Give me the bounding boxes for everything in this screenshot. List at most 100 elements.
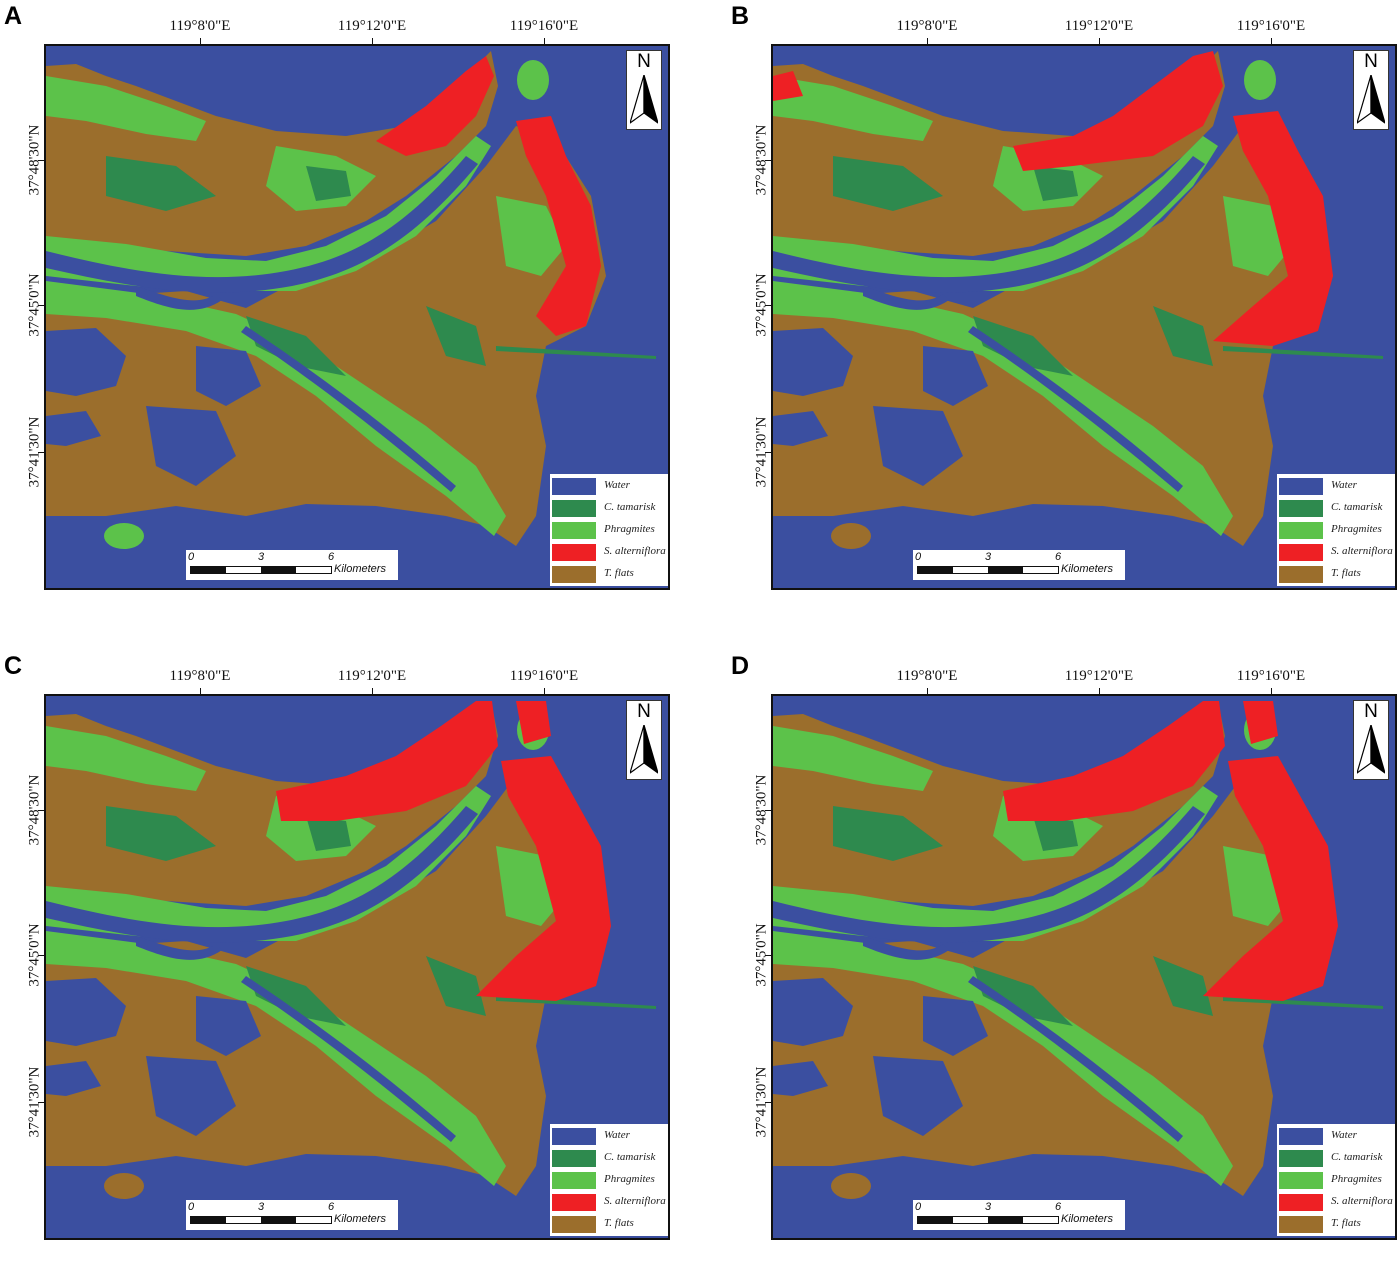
legend-label: T. flats: [1331, 567, 1361, 579]
longitude-label-3: 119°16'0"E: [509, 18, 579, 34]
legend-swatch: [1279, 1128, 1323, 1145]
longitude-label-1: 119°8'0"E: [896, 18, 958, 34]
scale-unit: Kilometers: [334, 1213, 386, 1225]
north-arrow-icon: [1357, 725, 1385, 774]
legend-swatch: [1279, 500, 1323, 517]
legend-swatch: [1279, 478, 1323, 495]
legend-item: T. flats: [1279, 1214, 1395, 1234]
legend-label: Water: [1331, 479, 1357, 491]
legend-swatch: [552, 478, 596, 495]
legend-item: Water: [1279, 1126, 1395, 1146]
legend: Water C. tamarisk Phragmites S. alterniflor…: [1277, 474, 1395, 586]
legend-label: T. flats: [604, 1217, 634, 1229]
legend-item: Water: [552, 1126, 668, 1146]
legend-item: C. tamarisk: [1279, 498, 1395, 518]
legend-label: C. tamarisk: [1331, 1151, 1383, 1163]
legend-label: S. alterniflora: [1331, 1195, 1393, 1207]
legend-swatch: [552, 566, 596, 583]
scale-tick-3: 3: [258, 551, 265, 563]
north-letter: N: [637, 701, 651, 722]
legend-item: T. flats: [552, 564, 668, 584]
legend-item: Phragmites: [1279, 520, 1395, 540]
legend-swatch: [552, 1194, 596, 1211]
scale-tick-6: 6: [328, 551, 335, 563]
classification-map: N 0 3 6 Kilometers Water C. tamarisk Phrag…: [771, 44, 1397, 590]
legend-swatch: [1279, 1216, 1323, 1233]
north-arrow-icon: [1357, 75, 1385, 124]
legend-label: C. tamarisk: [1331, 501, 1383, 513]
legend-swatch: [552, 1150, 596, 1167]
legend-swatch: [552, 1216, 596, 1233]
legend: Water C. tamarisk Phragmites S. alterniflor…: [1277, 1124, 1395, 1236]
longitude-label-3: 119°16'0"E: [509, 668, 579, 684]
north-arrow: N: [626, 50, 662, 130]
scale-tick-6: 6: [1055, 551, 1062, 563]
legend-item: Water: [1279, 476, 1395, 496]
scale-bar: 0 3 6 Kilometers: [913, 1200, 1125, 1230]
legend-item: S. alterniflora: [552, 1192, 668, 1212]
longitude-label-2: 119°12'0"E: [1064, 18, 1134, 34]
legend-swatch: [552, 522, 596, 539]
longitude-label-2: 119°12'0"E: [1064, 668, 1134, 684]
legend-swatch: [1279, 566, 1323, 583]
panel-letter: D: [731, 652, 750, 680]
scale-tick-3: 3: [985, 551, 992, 563]
map-panel-a: A 119°8'0"E 119°12'0"E 119°16'0"E 37°48'…: [0, 0, 700, 620]
longitude-label-1: 119°8'0"E: [169, 18, 231, 34]
legend-swatch: [552, 544, 596, 561]
legend-label: Phragmites: [604, 1173, 655, 1185]
longitude-label-2: 119°12'0"E: [337, 18, 407, 34]
longitude-label-3: 119°16'0"E: [1236, 668, 1306, 684]
scale-bar: 0 3 6 Kilometers: [186, 550, 398, 580]
scale-tick-0: 0: [915, 551, 922, 563]
panel-letter: C: [4, 652, 23, 680]
scale-tick-0: 0: [188, 1201, 195, 1213]
map-panel-b: B 119°8'0"E 119°12'0"E 119°16'0"E 37°48'…: [727, 0, 1400, 620]
legend-item: Phragmites: [1279, 1170, 1395, 1190]
legend-label: S. alterniflora: [604, 1195, 666, 1207]
legend-label: T. flats: [604, 567, 634, 579]
legend-item: C. tamarisk: [552, 1148, 668, 1168]
legend-label: S. alterniflora: [604, 545, 666, 557]
legend-item: T. flats: [552, 1214, 668, 1234]
classification-map: N 0 3 6 Kilometers Water C. tamarisk Phrag…: [44, 44, 670, 590]
scale-tick-3: 3: [985, 1201, 992, 1213]
legend-label: C. tamarisk: [604, 501, 656, 513]
scale-unit: Kilometers: [1061, 563, 1113, 575]
north-arrow: N: [1353, 50, 1389, 130]
north-letter: N: [1364, 701, 1378, 722]
legend-swatch: [552, 1128, 596, 1145]
legend-label: T. flats: [1331, 1217, 1361, 1229]
longitude-label-1: 119°8'0"E: [169, 668, 231, 684]
legend-item: S. alterniflora: [1279, 1192, 1395, 1212]
longitude-label-1: 119°8'0"E: [896, 668, 958, 684]
legend-label: Water: [604, 1129, 630, 1141]
legend-label: Phragmites: [1331, 523, 1382, 535]
legend-item: Phragmites: [552, 1170, 668, 1190]
scale-bar: 0 3 6 Kilometers: [913, 550, 1125, 580]
legend-item: C. tamarisk: [552, 498, 668, 518]
legend-swatch: [1279, 1194, 1323, 1211]
north-letter: N: [1364, 51, 1378, 72]
longitude-label-2: 119°12'0"E: [337, 668, 407, 684]
longitude-label-3: 119°16'0"E: [1236, 18, 1306, 34]
legend-swatch: [552, 1172, 596, 1189]
legend-label: Water: [604, 479, 630, 491]
legend-label: S. alterniflora: [1331, 545, 1393, 557]
legend-item: C. tamarisk: [1279, 1148, 1395, 1168]
legend-item: T. flats: [1279, 564, 1395, 584]
scale-tick-6: 6: [1055, 1201, 1062, 1213]
panel-letter: A: [4, 2, 23, 30]
legend-label: Phragmites: [604, 523, 655, 535]
legend-swatch: [1279, 544, 1323, 561]
north-letter: N: [637, 51, 651, 72]
panel-letter: B: [731, 2, 750, 30]
map-panel-c: C 119°8'0"E 119°12'0"E 119°16'0"E 37°48'…: [0, 650, 700, 1270]
scale-tick-3: 3: [258, 1201, 265, 1213]
scale-tick-6: 6: [328, 1201, 335, 1213]
legend-swatch: [1279, 522, 1323, 539]
legend: Water C. tamarisk Phragmites S. alterniflor…: [550, 1124, 668, 1236]
legend-item: S. alterniflora: [552, 542, 668, 562]
legend-item: S. alterniflora: [1279, 542, 1395, 562]
classification-map: N 0 3 6 Kilometers Water C. tamarisk Phrag…: [771, 694, 1397, 1240]
